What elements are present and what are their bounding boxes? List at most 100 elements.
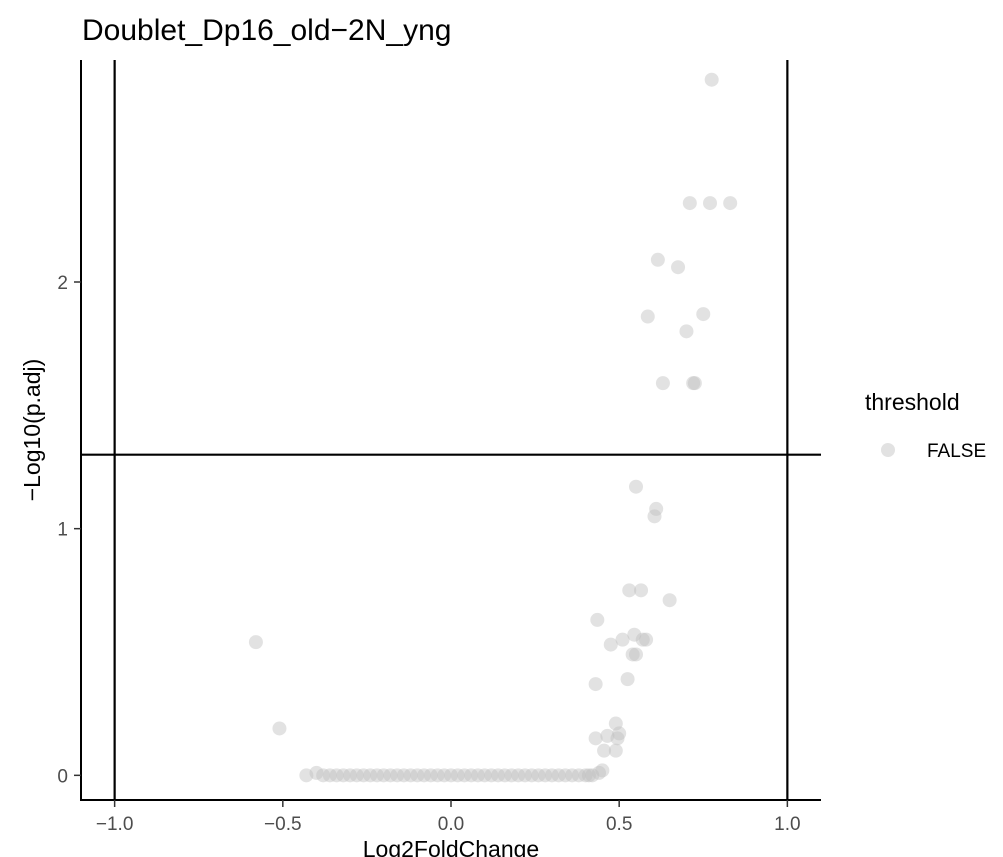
x-tick-label-0: −1.0: [96, 814, 134, 835]
data-point-0-78: [551, 768, 566, 783]
data-point-0-51: [370, 768, 384, 783]
data-point-0-6: [640, 309, 655, 324]
data-point-0-20: [627, 627, 642, 642]
data-point-0-42: [309, 765, 324, 780]
x-tick-label-2: 0.0: [438, 814, 464, 835]
data-point-0-30: [608, 716, 623, 731]
data-point-0-74: [524, 768, 539, 783]
legend-label-false: FALSE: [927, 441, 986, 462]
data-point-0-15: [622, 583, 637, 598]
data-point-0-72: [511, 768, 526, 783]
data-point-0-13: [649, 501, 664, 516]
data-point-0-24: [603, 637, 618, 652]
data-point-0-68: [484, 768, 499, 783]
data-point-0-62: [444, 768, 458, 783]
data-point-0-45: [329, 768, 344, 783]
data-point-0-60: [430, 768, 445, 783]
y-axis-ticks: 0 1 2: [57, 273, 81, 787]
data-point-0-43: [316, 768, 331, 783]
x-axis-ticks: −1.0 −0.5 0.0 0.5 1.0: [96, 800, 801, 835]
x-tick-label-3: 0.5: [606, 814, 632, 835]
data-point-0-23: [635, 632, 650, 647]
data-point-0-16: [634, 583, 649, 598]
data-point-0-29: [272, 721, 287, 736]
data-point-0-49: [356, 768, 371, 783]
data-point-0-9: [655, 376, 670, 391]
data-point-0-32: [610, 731, 625, 746]
data-point-0-47: [343, 768, 358, 783]
data-point-0-18: [590, 612, 605, 627]
data-point-0-11: [687, 376, 702, 391]
data-point-0-75: [531, 768, 546, 783]
data-point-0-36: [608, 743, 623, 758]
data-point-0-4: [650, 252, 665, 267]
data-point-0-46: [336, 768, 351, 783]
x-tick-label-1: −0.5: [264, 814, 302, 835]
data-point-0-22: [639, 632, 654, 647]
y-tick-label-0: 0: [57, 766, 68, 787]
y-tick-label-1: 1: [57, 520, 68, 541]
data-points: [248, 72, 738, 783]
data-point-0-35: [597, 743, 612, 758]
data-point-0-21: [615, 632, 630, 647]
data-point-0-56: [403, 768, 418, 783]
data-point-0-37: [595, 763, 610, 778]
data-point-0-55: [396, 768, 411, 783]
data-point-0-73: [518, 768, 532, 783]
data-point-0-77: [544, 768, 559, 783]
data-point-0-41: [299, 768, 314, 783]
data-point-0-57: [410, 768, 425, 783]
data-point-0-10: [686, 376, 701, 391]
data-point-0-7: [696, 307, 711, 322]
data-point-0-63: [450, 768, 465, 783]
data-point-0-67: [477, 768, 492, 783]
data-point-0-66: [470, 768, 485, 783]
data-point-0-8: [679, 324, 694, 339]
data-point-0-17: [662, 593, 677, 608]
data-point-0-38: [592, 765, 606, 780]
data-point-0-40: [581, 768, 596, 783]
data-point-0-52: [376, 768, 391, 783]
data-point-0-82: [578, 768, 593, 783]
data-point-0-64: [457, 768, 472, 783]
data-point-0-53: [383, 768, 398, 783]
data-point-0-27: [620, 672, 635, 687]
data-point-0-0: [704, 72, 719, 87]
data-point-0-54: [390, 768, 405, 783]
data-point-0-65: [464, 768, 479, 783]
data-point-0-81: [571, 768, 586, 783]
legend-title: threshold: [865, 389, 960, 415]
y-axis-title: −Log10(p.adj): [19, 359, 45, 502]
data-point-0-50: [363, 768, 378, 783]
data-point-0-28: [588, 677, 603, 692]
data-point-0-26: [629, 647, 643, 662]
chart-title: Doublet_Dp16_old−2N_yng: [82, 14, 451, 47]
x-axis-title: Log2FoldChange: [363, 836, 539, 857]
data-point-0-59: [423, 768, 438, 783]
data-point-0-44: [322, 768, 337, 783]
data-point-0-14: [647, 509, 662, 524]
data-point-0-61: [437, 768, 452, 783]
x-tick-label-4: 1.0: [774, 814, 800, 835]
data-point-0-69: [491, 768, 506, 783]
data-point-0-25: [625, 647, 640, 662]
data-point-0-31: [588, 731, 603, 746]
reference-lines: [81, 60, 821, 800]
legend: threshold FALSE: [865, 389, 986, 462]
legend-key-false: [881, 443, 895, 457]
data-point-0-48: [349, 768, 364, 783]
data-point-0-71: [504, 768, 519, 783]
data-point-0-34: [600, 728, 615, 743]
data-point-0-3: [723, 196, 738, 211]
data-point-0-70: [497, 768, 512, 783]
data-point-0-12: [629, 479, 643, 494]
data-point-0-1: [682, 196, 697, 211]
data-point-0-5: [671, 260, 686, 275]
data-point-0-76: [538, 768, 553, 783]
data-point-0-33: [612, 726, 627, 741]
data-point-0-79: [558, 768, 573, 783]
y-tick-label-2: 2: [57, 273, 68, 294]
data-point-0-39: [585, 768, 600, 783]
data-point-0-58: [417, 768, 432, 783]
